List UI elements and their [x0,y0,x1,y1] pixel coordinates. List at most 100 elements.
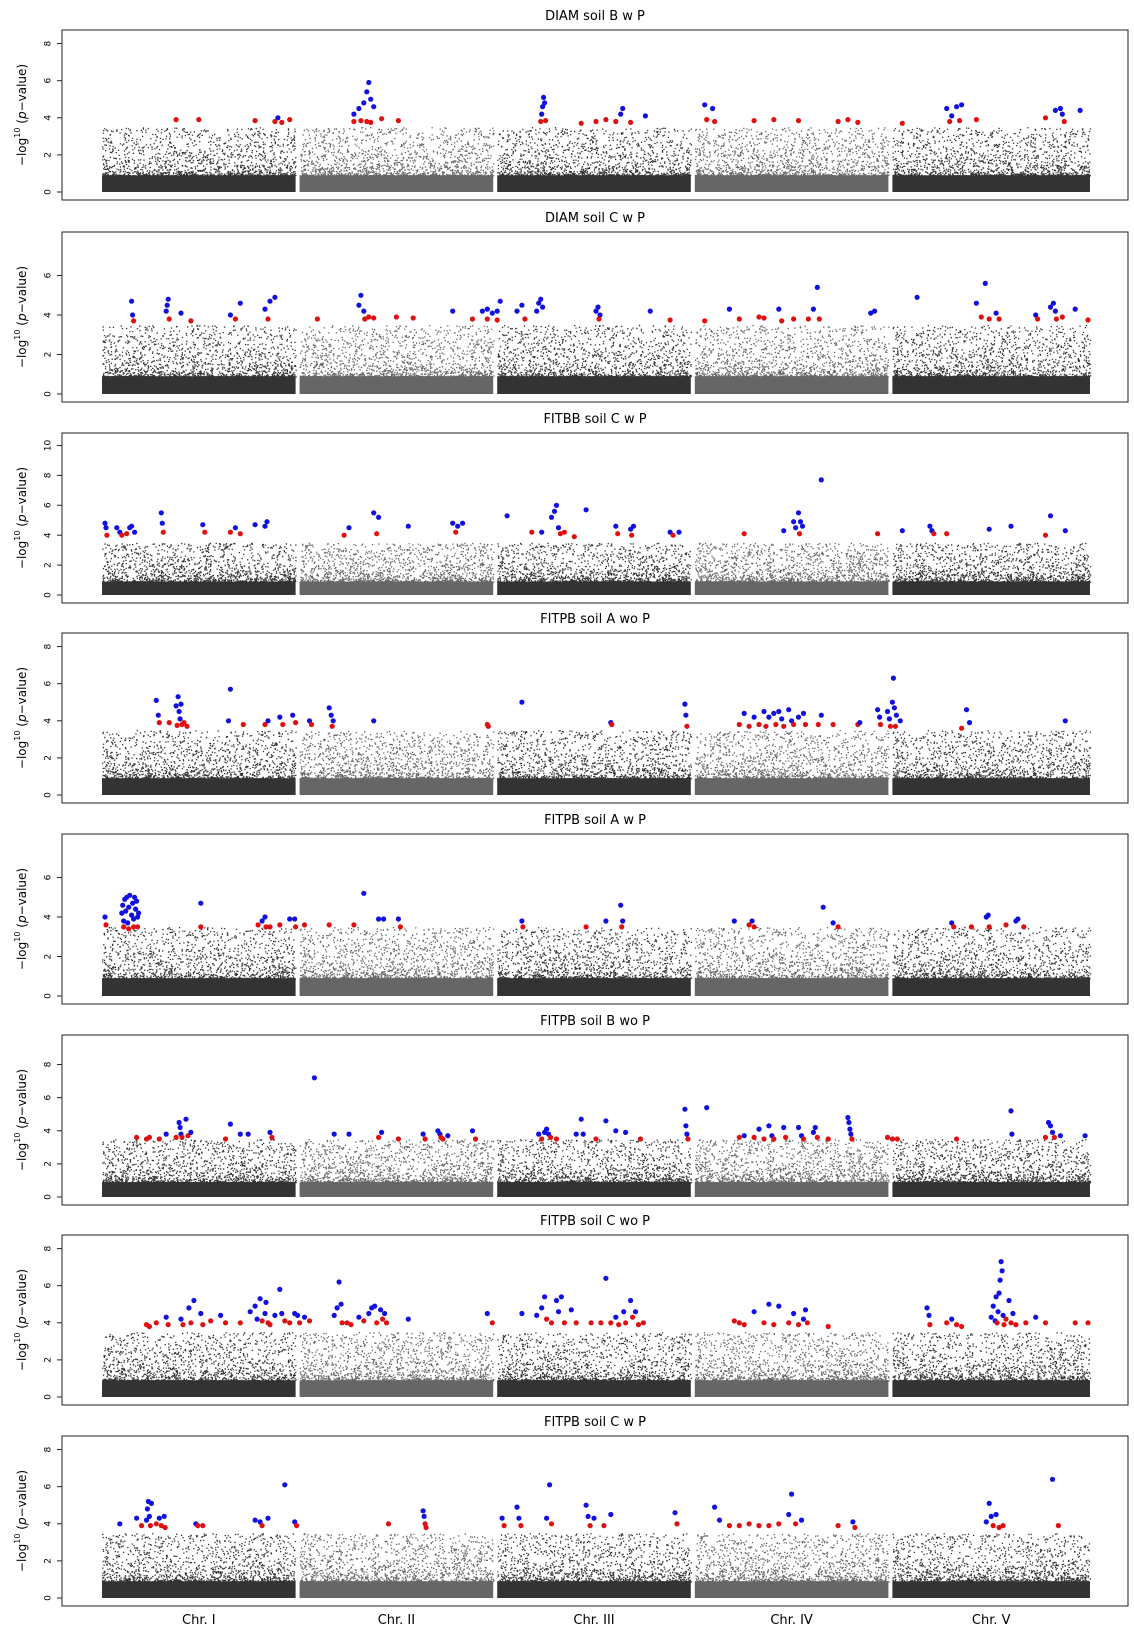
hit-point-red [1023,1320,1029,1326]
snp-points [694,1139,890,1184]
hit-point-blue [684,1131,690,1137]
hit-point-blue [371,104,377,110]
hit-point-blue [966,720,973,726]
hit-point-blue [875,707,881,713]
hit-point-red [385,1521,392,1527]
hit-point-blue [751,1309,757,1315]
hit-point-red [712,118,718,125]
hit-point-blue [810,1129,817,1135]
hit-point-blue [1052,308,1058,314]
y-tick-label: 6 [44,874,54,880]
hit-point-red [501,1523,507,1529]
panel-4: FITPB soil A wo P 0 2 4 6 8 −log10 (p−value) [13,612,1129,804]
snp-cloud [102,1139,1092,1197]
hit-point-red [301,922,308,928]
hit-point-blue [868,310,874,316]
hit-point-blue [585,1513,591,1519]
hit-point-red [156,1136,162,1142]
hit-point-blue [117,1521,123,1527]
snp-band [497,581,691,595]
hit-point-red [208,1318,214,1324]
y-tick-label: 6 [44,1283,54,1289]
hit-point-blue [356,1314,362,1320]
snp-band [299,1182,494,1197]
panel-frame [61,833,1129,1005]
hit-point-red [1042,115,1049,121]
hit-point-red [366,314,372,320]
hit-point-blue [338,1301,344,1307]
snp-points [102,1332,297,1382]
snp-points [694,1332,890,1382]
hit-point-blue [541,94,547,100]
hit-point-red [795,118,802,124]
hit-point-blue [793,525,799,531]
hit-point-red [877,721,884,728]
hit-point-red [996,1524,1002,1531]
hit-point-red [802,721,809,728]
hit-point-red [751,1134,757,1140]
hit-point-blue [789,1491,795,1497]
hit-point-red [598,1320,604,1326]
hit-point-red [543,118,549,124]
hit-point-blue [845,1114,851,1121]
hit-point-blue [534,308,540,314]
chromosome-segment-2 [299,1139,495,1197]
hit-point-red [601,1523,607,1529]
hit-point-blue [514,308,520,314]
hit-point-blue [776,306,782,312]
hit-point-blue [949,113,955,119]
hit-point-red [761,1320,767,1326]
hit-point-blue [232,525,238,531]
hit-point-blue [262,523,268,529]
hit-point-blue [129,523,135,529]
hit-point-red [756,314,762,320]
snp-band [694,778,889,795]
hit-point-blue [163,1131,169,1137]
hit-point-blue [177,716,183,722]
hit-point-red [222,1136,229,1142]
hit-point-red [188,1320,194,1326]
chromosome-segment-2 [299,127,495,192]
hit-point-red [166,720,172,726]
chromosome-label-1: Chr. I [182,1613,216,1628]
hit-point-red [222,1320,229,1326]
chromosome-segment-4 [694,1533,890,1598]
hit-point-red [741,1322,747,1328]
hit-point-blue [800,1316,807,1322]
hit-point-blue [538,296,544,302]
hit-point-blue [494,308,500,314]
hit-point-red [314,316,320,322]
hit-point-red [593,1136,599,1142]
chromosome-segment-5 [892,542,1092,595]
hit-point-blue [257,1296,263,1302]
hit-point-blue [460,520,466,526]
hit-point-red [776,1521,782,1527]
hit-point-red [134,1134,140,1140]
hit-point-blue [245,1131,251,1137]
hit-point-blue [926,1312,932,1318]
hit-point-blue [1057,1133,1063,1139]
hit-point-red [670,532,676,538]
hit-point-red [287,117,293,123]
hit-point-blue [963,707,970,713]
hit-point-blue [175,694,181,700]
snp-band [497,1581,691,1598]
hit-point-blue [716,1517,723,1523]
hit-point-red [1042,532,1049,538]
hit-point-red [959,725,965,731]
snp-band [102,1581,296,1598]
hit-point-red [263,924,269,930]
hit-point-blue [450,308,456,314]
chromosome-segment-1 [102,730,297,795]
y-tick-label: 0 [44,189,54,195]
hit-point-blue [818,477,824,483]
y-tick-label: 2 [44,1161,54,1167]
hit-point-blue [1047,304,1054,310]
hit-point-blue [1059,111,1065,117]
y-tick-label: 2 [44,1558,54,1564]
hit-point-red [609,721,615,728]
hit-point-blue [810,306,817,312]
snp-band [694,1380,889,1397]
hit-point-red [341,532,347,538]
snp-points [892,127,1092,177]
